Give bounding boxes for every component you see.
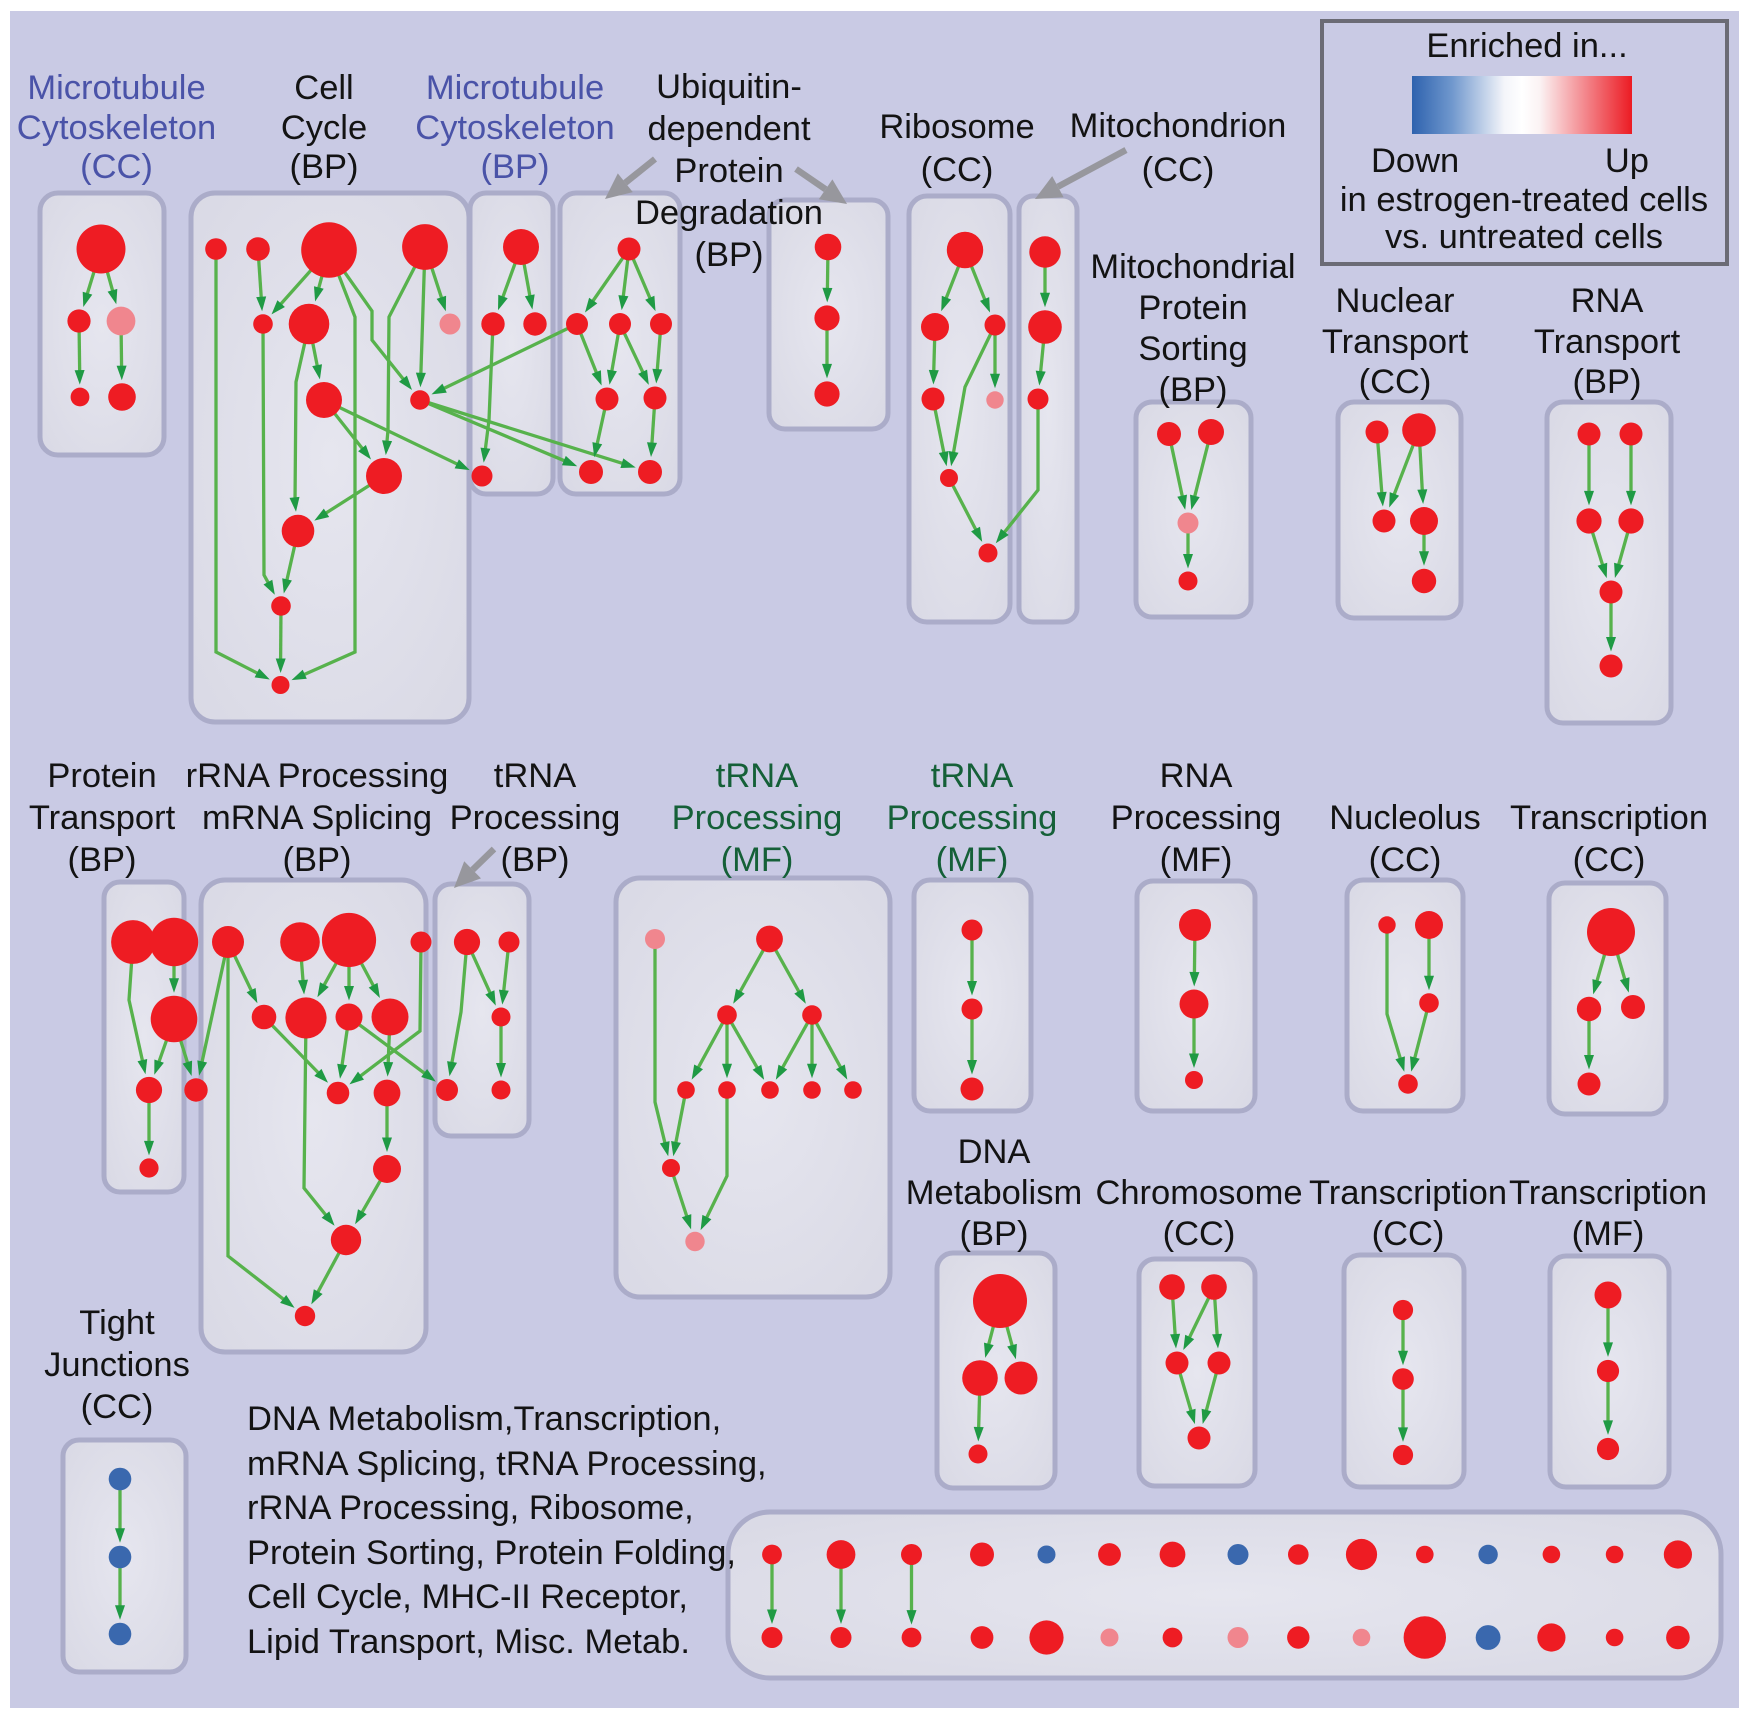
svg-text:(MF): (MF) — [936, 841, 1009, 879]
svg-text:Cycle: Cycle — [281, 109, 367, 147]
svg-text:(CC): (CC) — [1163, 1215, 1236, 1253]
svg-text:Protein: Protein — [1138, 289, 1247, 327]
svg-text:(CC): (CC) — [81, 1388, 154, 1426]
svg-text:Transcription: Transcription — [1509, 1174, 1707, 1212]
svg-text:(BP): (BP) — [283, 841, 352, 879]
svg-text:(MF): (MF) — [1572, 1215, 1645, 1253]
svg-text:rRNA Processing, Ribosome,: rRNA Processing, Ribosome, — [247, 1489, 694, 1527]
svg-text:Mitochondrial: Mitochondrial — [1090, 248, 1295, 286]
svg-text:Processing: Processing — [450, 799, 621, 837]
svg-text:Transport: Transport — [1534, 323, 1681, 361]
svg-text:(BP): (BP) — [960, 1215, 1029, 1253]
svg-text:Transport: Transport — [1322, 323, 1469, 361]
svg-text:(CC): (CC) — [1359, 363, 1432, 401]
svg-text:tRNA: tRNA — [716, 757, 798, 795]
svg-text:(MF): (MF) — [1160, 841, 1233, 879]
svg-text:Lipid Transport, Misc. Metab.: Lipid Transport, Misc. Metab. — [247, 1623, 690, 1661]
svg-text:Cytoskeleton: Cytoskeleton — [17, 109, 216, 147]
svg-text:(CC): (CC) — [80, 148, 153, 186]
svg-text:(BP): (BP) — [68, 841, 137, 879]
svg-text:(BP): (BP) — [695, 236, 764, 274]
svg-text:Degradation: Degradation — [635, 194, 823, 232]
svg-text:Microtubule: Microtubule — [27, 69, 205, 107]
svg-text:Transport: Transport — [29, 799, 176, 837]
svg-text:Cytoskeleton: Cytoskeleton — [415, 109, 614, 147]
svg-text:(MF): (MF) — [721, 841, 794, 879]
svg-text:Tight: Tight — [79, 1304, 155, 1342]
svg-text:Transcription: Transcription — [1510, 799, 1708, 837]
svg-text:dependent: dependent — [647, 110, 810, 148]
svg-text:RNA: RNA — [1571, 282, 1644, 320]
svg-text:rRNA Processing: rRNA Processing — [186, 757, 449, 795]
svg-text:(BP): (BP) — [290, 148, 359, 186]
svg-text:Ribosome: Ribosome — [879, 108, 1034, 146]
svg-text:RNA: RNA — [1160, 757, 1233, 795]
svg-text:Processing: Processing — [1111, 799, 1282, 837]
svg-text:vs. untreated cells: vs. untreated cells — [1385, 218, 1663, 256]
svg-text:DNA: DNA — [958, 1133, 1031, 1171]
svg-text:(CC): (CC) — [921, 151, 994, 189]
svg-text:mRNA Splicing: mRNA Splicing — [202, 799, 432, 837]
svg-text:Sorting: Sorting — [1138, 330, 1247, 368]
svg-text:Up: Up — [1605, 142, 1649, 180]
svg-text:(CC): (CC) — [1142, 151, 1215, 189]
svg-text:Microtubule: Microtubule — [426, 69, 604, 107]
svg-text:Protein: Protein — [47, 757, 156, 795]
svg-text:Nuclear: Nuclear — [1336, 282, 1455, 320]
svg-text:Down: Down — [1371, 142, 1459, 180]
svg-text:Transcription: Transcription — [1309, 1174, 1507, 1212]
svg-text:Protein Sorting, Protein Foldi: Protein Sorting, Protein Folding, — [247, 1534, 736, 1572]
svg-text:Chromosome: Chromosome — [1095, 1174, 1302, 1212]
svg-text:in estrogen-treated cells: in estrogen-treated cells — [1340, 181, 1708, 219]
svg-text:(BP): (BP) — [1573, 363, 1642, 401]
svg-text:Mitochondrion: Mitochondrion — [1070, 107, 1287, 145]
svg-text:Cell: Cell — [294, 69, 353, 107]
svg-text:mRNA Splicing, tRNA Processing: mRNA Splicing, tRNA Processing, — [247, 1445, 767, 1483]
svg-text:Processing: Processing — [672, 799, 843, 837]
svg-text:DNA Metabolism,Transcription,: DNA Metabolism,Transcription, — [247, 1400, 721, 1438]
svg-text:(CC): (CC) — [1372, 1215, 1445, 1253]
svg-text:Junctions: Junctions — [44, 1346, 190, 1384]
svg-text:(CC): (CC) — [1573, 841, 1646, 879]
svg-text:(BP): (BP) — [1159, 371, 1228, 409]
svg-text:Metabolism: Metabolism — [906, 1174, 1082, 1212]
svg-text:Ubiquitin-: Ubiquitin- — [656, 68, 802, 106]
svg-text:(BP): (BP) — [481, 148, 550, 186]
svg-text:tRNA: tRNA — [931, 757, 1013, 795]
svg-text:(CC): (CC) — [1369, 841, 1442, 879]
svg-text:Cell Cycle, MHC-II Receptor,: Cell Cycle, MHC-II Receptor, — [247, 1578, 688, 1616]
svg-text:(BP): (BP) — [501, 841, 570, 879]
svg-text:Protein: Protein — [674, 152, 783, 190]
svg-text:Nucleolus: Nucleolus — [1329, 799, 1481, 837]
svg-text:Enriched in...: Enriched in... — [1426, 27, 1627, 65]
svg-text:Processing: Processing — [887, 799, 1058, 837]
svg-text:tRNA: tRNA — [494, 757, 576, 795]
